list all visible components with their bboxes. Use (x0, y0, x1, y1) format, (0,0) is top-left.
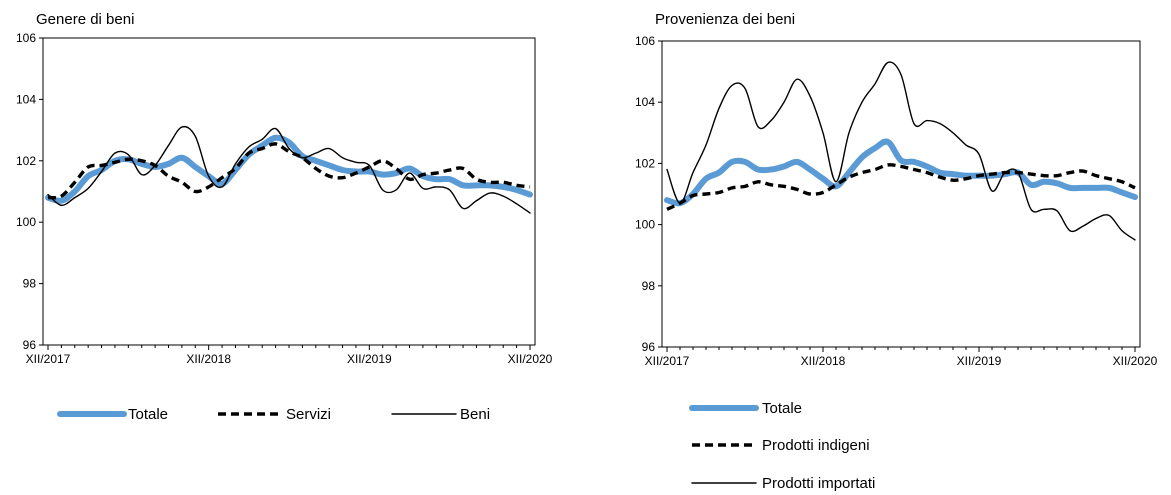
series-line-prodotti-indigeni (666, 163, 1136, 211)
legend-label: Prodotti importati (762, 475, 875, 492)
y-tick-label: 104 (16, 92, 36, 106)
chart-genere-di-beni: Genere di beni 96 98 100 102 104 106 XII/2017 X… (16, 11, 553, 423)
x-tick-label: XII/2019 (347, 352, 392, 366)
x-tick-label: XII/2017 (26, 352, 71, 366)
y-tick-label: 96 (23, 338, 37, 352)
x-tick-label: XII/2018 (186, 352, 231, 366)
legend-label: Beni (460, 406, 490, 423)
plot-area (42, 37, 536, 346)
legend: Totale Prodotti indigeni Prodotti importat… (689, 400, 875, 492)
series-layer (45, 125, 533, 214)
x-tick-label: XII/2017 (645, 354, 690, 368)
series-line-beni (47, 125, 531, 214)
series-line-servizi (47, 142, 531, 200)
axis-layer: 96 98 100 102 104 106 XII/2017 XII/2018 XII/2019… (635, 34, 1158, 368)
plot-area (661, 40, 1141, 348)
series-line-totale (664, 138, 1138, 207)
legend-label: Totale (128, 406, 168, 423)
axis-layer: 96 98 100 102 104 106 XII/2017 XII/2018 XII/2019… (16, 31, 553, 366)
y-tick-label: 102 (16, 154, 36, 168)
legend-label: Prodotti indigeni (762, 437, 870, 454)
y-tick-label: 98 (23, 277, 37, 291)
chart-title: Genere di beni (36, 11, 134, 28)
y-tick-label: 106 (16, 31, 36, 45)
y-tick-label: 100 (16, 215, 36, 229)
y-tick-label: 104 (635, 95, 655, 109)
x-tick-label: XII/2020 (1113, 354, 1158, 368)
x-tick-label: XII/2018 (801, 354, 846, 368)
y-tick-label: 102 (635, 156, 655, 170)
y-tick-label: 100 (635, 218, 655, 232)
legend-label: Totale (762, 400, 802, 417)
y-tick-label: 96 (642, 340, 656, 354)
y-tick-label: 98 (642, 279, 656, 293)
chart-provenienza-dei-beni: Provenienza dei beni 96 98 100 102 104 106 XII… (635, 11, 1158, 492)
series-layer (664, 61, 1138, 241)
x-tick-label: XII/2019 (957, 354, 1002, 368)
x-tick-label: XII/2020 (508, 352, 553, 366)
chart-title: Provenienza dei beni (655, 11, 795, 28)
series-line-prodotti-importati (666, 61, 1136, 241)
legend-label: Servizi (286, 406, 331, 423)
legend: Totale Servizi Beni (57, 406, 490, 423)
y-tick-label: 106 (635, 34, 655, 48)
